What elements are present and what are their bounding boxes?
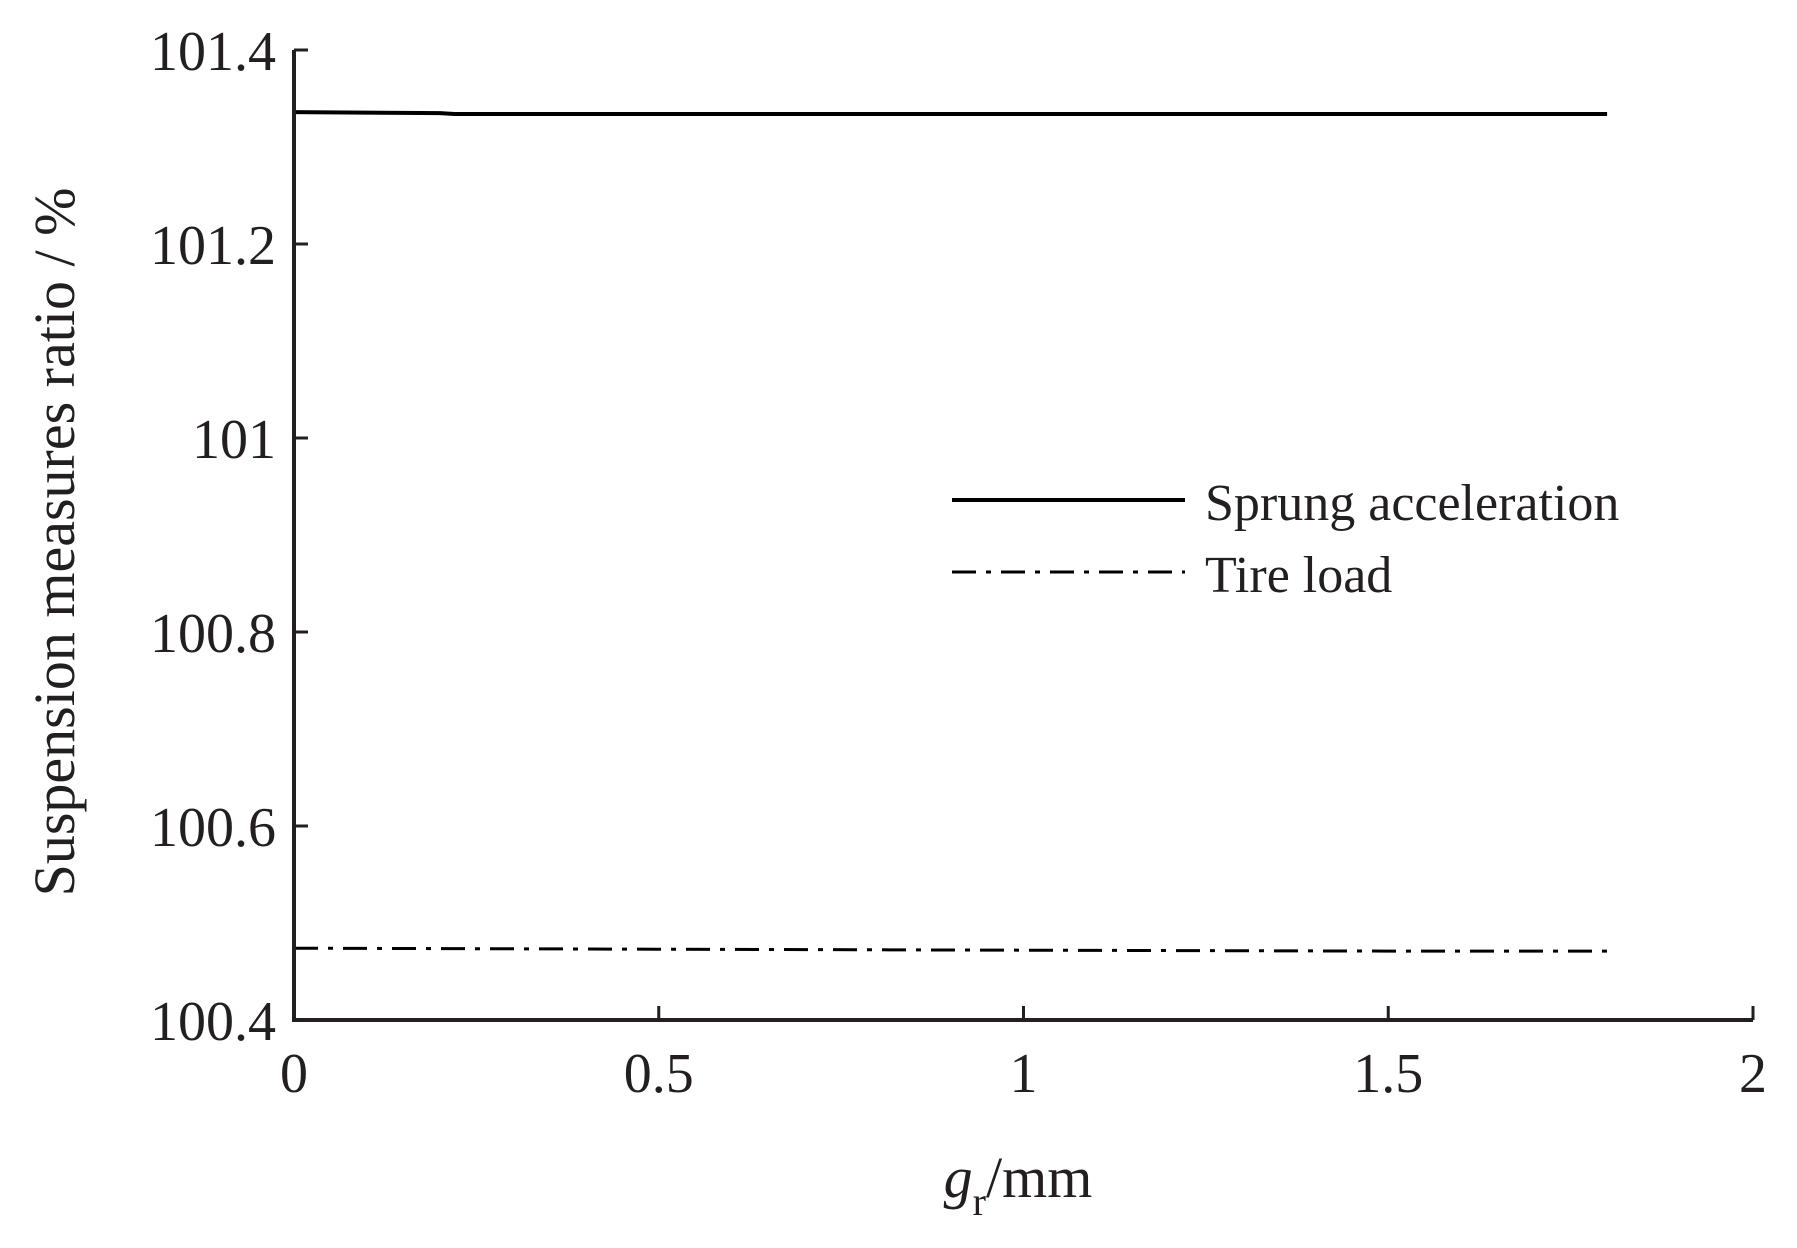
x-axis-symbol: g: [944, 1145, 973, 1210]
ticks: 0 0.5 1 1.5 2 100.4 100.6 100.8 101 101.2 101.4: [150, 21, 1767, 1105]
x-tick-label: 1: [1010, 1043, 1038, 1105]
y-tick-label: 101.4: [150, 21, 276, 83]
y-tick-label: 101: [192, 409, 276, 471]
legend-label-tire-load: Tire load: [1205, 547, 1392, 604]
legend-label-sprung-acceleration: Sprung acceleration: [1205, 475, 1619, 532]
legend: Sprung acceleration Tire load: [952, 475, 1619, 604]
y-axis-title: Suspension measures ratio / %: [22, 188, 87, 897]
x-tick-label: 0: [280, 1043, 308, 1105]
x-axis-subscript: r: [973, 1179, 986, 1224]
x-tick-label: 2: [1739, 1043, 1767, 1105]
y-tick-label: 100.6: [150, 797, 276, 859]
y-tick-label: 100.8: [150, 603, 276, 665]
x-tick-label: 1.5: [1353, 1043, 1423, 1105]
x-axis-title: gr/mm: [944, 1145, 1093, 1224]
x-tick-label: 0.5: [624, 1043, 694, 1105]
x-axis-unit: /mm: [986, 1145, 1092, 1210]
y-tick-label: 100.4: [150, 991, 276, 1053]
y-tick-label: 101.2: [150, 215, 276, 277]
series-line-tire-load: [293, 946, 1608, 953]
series-line-sprung-acceleration: [293, 110, 1608, 116]
plot-lines: [293, 110, 1608, 953]
axes: [292, 50, 1753, 1022]
